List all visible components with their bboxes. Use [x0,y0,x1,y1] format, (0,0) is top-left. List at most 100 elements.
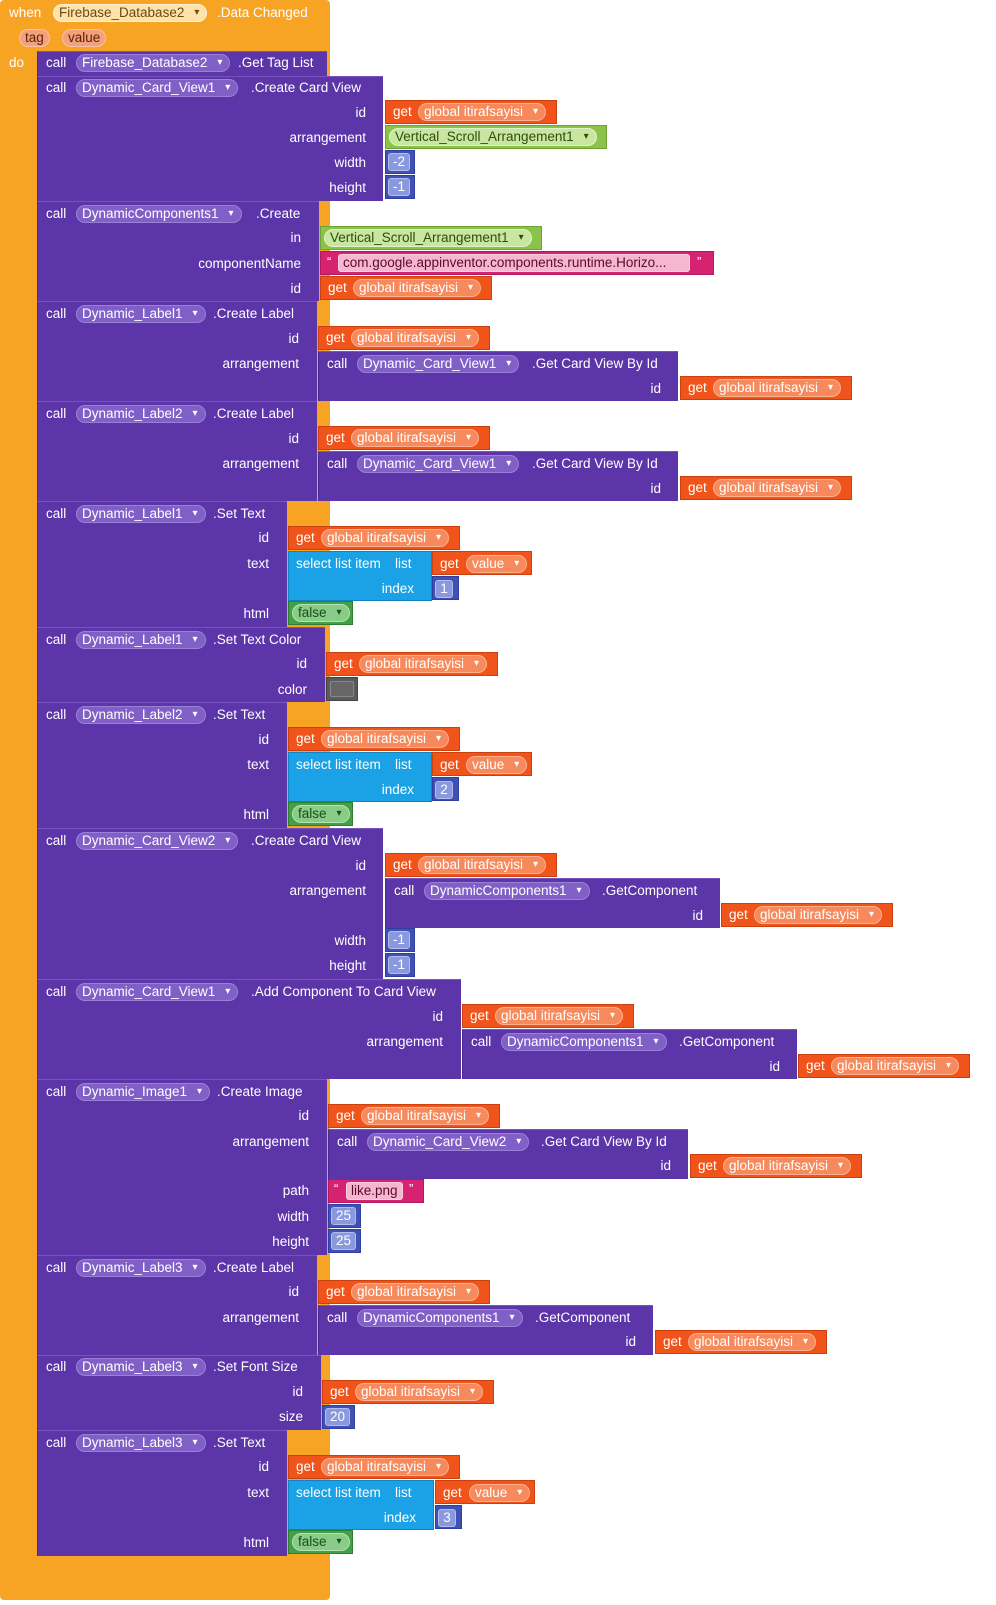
component-dropdown[interactable]: Firebase_Database2 [76,54,231,72]
variable-dropdown[interactable]: global itirafsayisi [351,429,480,447]
get-keyword: get [326,330,345,345]
variable-dropdown[interactable]: global itirafsayisi [418,856,547,874]
event-param-tag[interactable]: tag [19,29,50,47]
variable-dropdown[interactable]: value [466,555,528,573]
param-label: id [288,1284,299,1299]
param-label: html [243,1535,269,1550]
number-value[interactable]: -1 [388,956,410,974]
component-dropdown[interactable]: Dynamic_Label3 [76,1358,206,1376]
component-dropdown[interactable]: DynamicComponents1 [76,205,242,223]
call-keyword: call [46,1435,67,1450]
color-swatch[interactable] [330,681,354,697]
method-name: .Set Text [213,1435,266,1450]
method-name: .Create Image [217,1084,303,1099]
number-value[interactable]: 25 [331,1207,356,1225]
number-value[interactable]: -2 [388,153,410,171]
get-keyword: get [296,731,315,746]
variable-dropdown[interactable]: global itirafsayisi [418,103,547,121]
call-keyword: call [46,833,67,848]
when-keyword: when [9,5,42,20]
component-dropdown[interactable]: Dynamic_Label1 [76,505,206,523]
method-name: .GetComponent [602,883,698,898]
variable-dropdown[interactable]: global itirafsayisi [321,1458,450,1476]
method-name: .GetComponent [535,1310,631,1325]
component-dropdown[interactable]: DynamicComponents1 [501,1033,667,1051]
number-value[interactable]: -1 [388,178,410,196]
variable-dropdown[interactable]: global itirafsayisi [713,379,842,397]
variable-dropdown[interactable]: global itirafsayisi [353,279,482,297]
variable-dropdown[interactable]: global itirafsayisi [831,1057,960,1075]
call-keyword: call [327,356,348,371]
param-label: arrangement [232,1134,309,1149]
call-keyword: call [46,984,67,999]
component-dropdown[interactable]: Dynamic_Label1 [76,631,206,649]
call-keyword: call [337,1134,358,1149]
variable-dropdown[interactable]: value [466,756,528,774]
number-value[interactable]: 25 [331,1232,356,1250]
get-keyword: get [663,1334,682,1349]
variable-dropdown[interactable]: global itirafsayisi [351,329,480,347]
select-list-item-block[interactable] [288,551,432,601]
variable-dropdown[interactable]: global itirafsayisi [754,906,883,924]
boolean-dropdown[interactable]: false [292,1533,350,1551]
variable-dropdown[interactable]: global itirafsayisi [723,1157,852,1175]
select-list-item-block[interactable] [288,752,432,802]
event-component-dropdown[interactable]: Firebase_Database2 [53,4,208,22]
component-dropdown[interactable]: Dynamic_Image1 [76,1083,211,1101]
quote-close: ” [697,254,702,269]
param-label: id [625,1334,636,1349]
variable-dropdown[interactable]: global itirafsayisi [359,655,488,673]
variable-dropdown[interactable]: global itirafsayisi [495,1007,624,1025]
select-list-item-keyword: select list item [296,556,381,571]
call-keyword: call [46,1359,67,1374]
param-label: arrangement [366,1034,443,1049]
component-dropdown[interactable]: Dynamic_Label2 [76,405,206,423]
component-dropdown[interactable]: Dynamic_Card_View1 [357,455,520,473]
variable-dropdown[interactable]: global itirafsayisi [355,1383,484,1401]
param-label: path [282,1183,309,1198]
param-label: id [296,656,307,671]
string-value[interactable]: like.png [346,1182,403,1200]
arrangement-dropdown[interactable]: Vertical_Scroll_Arrangement1 [389,128,597,146]
param-label: componentName [198,256,301,271]
method-name: .Set Text [213,707,266,722]
variable-dropdown[interactable]: global itirafsayisi [361,1107,490,1125]
boolean-dropdown[interactable]: false [292,604,350,622]
number-value[interactable]: 1 [435,580,453,598]
param-label: id [432,1009,443,1024]
component-dropdown[interactable]: Dynamic_Card_View1 [76,983,239,1001]
get-keyword: get [393,857,412,872]
select-list-item-block[interactable] [288,1480,434,1530]
component-dropdown[interactable]: Dynamic_Card_View2 [76,832,239,850]
variable-dropdown[interactable]: global itirafsayisi [351,1283,480,1301]
component-dropdown[interactable]: Dynamic_Label1 [76,305,206,323]
param-label: id [290,281,301,296]
component-dropdown[interactable]: Dynamic_Label3 [76,1434,206,1452]
variable-dropdown[interactable]: global itirafsayisi [713,479,842,497]
variable-dropdown[interactable]: global itirafsayisi [688,1333,817,1351]
variable-dropdown[interactable]: global itirafsayisi [321,730,450,748]
component-dropdown[interactable]: Dynamic_Label3 [76,1259,206,1277]
component-dropdown[interactable]: Dynamic_Card_View1 [357,355,520,373]
call-keyword: call [46,707,67,722]
number-value[interactable]: -1 [388,931,410,949]
call-block-create-image[interactable] [37,1079,327,1255]
number-value[interactable]: 20 [325,1408,350,1426]
boolean-dropdown[interactable]: false [292,805,350,823]
quote-close: ” [409,1181,414,1196]
component-dropdown[interactable]: Dynamic_Card_View2 [367,1133,530,1151]
component-dropdown[interactable]: Dynamic_Card_View1 [76,79,239,97]
variable-dropdown[interactable]: global itirafsayisi [321,529,450,547]
arrangement-dropdown[interactable]: Vertical_Scroll_Arrangement1 [324,229,532,247]
get-keyword: get [688,480,707,495]
string-value[interactable]: com.google.appinventor.components.runtim… [338,254,690,272]
number-value[interactable]: 3 [438,1509,456,1527]
call-block-create-card-view[interactable] [37,828,383,979]
number-value[interactable]: 2 [435,781,453,799]
event-param-value[interactable]: value [62,29,107,47]
component-dropdown[interactable]: Dynamic_Label2 [76,706,206,724]
component-dropdown[interactable]: DynamicComponents1 [424,882,590,900]
variable-dropdown[interactable]: value [469,1484,531,1502]
param-label: id [650,381,661,396]
component-dropdown[interactable]: DynamicComponents1 [357,1309,523,1327]
